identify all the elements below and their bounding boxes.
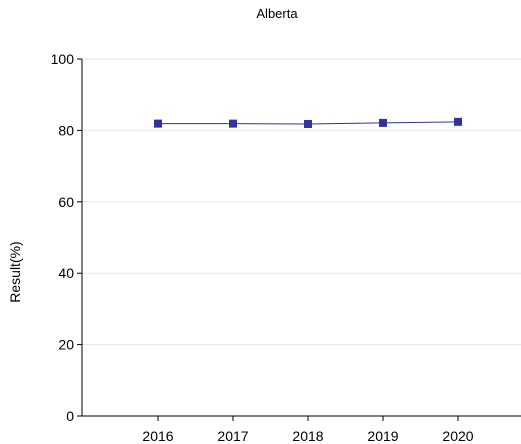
chart-title: Alberta xyxy=(256,6,298,21)
y-tick-labels: 0 20 40 60 80 100 xyxy=(51,51,75,424)
x-tick-label: 2019 xyxy=(367,428,398,444)
y-tick-label: 80 xyxy=(58,122,74,138)
y-tick-label: 0 xyxy=(66,408,74,424)
series-group xyxy=(154,117,462,128)
axes xyxy=(77,58,521,421)
x-tick-label: 2017 xyxy=(217,428,248,444)
y-tick-label: 40 xyxy=(58,265,74,281)
x-tick-label: 2020 xyxy=(442,428,473,444)
data-point-2017 xyxy=(229,119,237,128)
y-tick-label: 60 xyxy=(58,194,74,210)
x-tick-label: 2016 xyxy=(142,428,173,444)
y-axis-label: Result(%) xyxy=(7,241,23,302)
data-point-2019 xyxy=(379,118,387,127)
gridlines xyxy=(82,58,521,346)
data-point-2018 xyxy=(304,119,312,128)
data-point-2016 xyxy=(154,119,162,128)
y-tick-label: 100 xyxy=(51,51,75,67)
y-tick-label: 20 xyxy=(58,337,74,353)
x-tick-label: 2018 xyxy=(292,428,323,444)
data-point-2020 xyxy=(454,117,462,126)
x-tick-labels: 2016 2017 2018 2019 2020 xyxy=(142,428,473,444)
